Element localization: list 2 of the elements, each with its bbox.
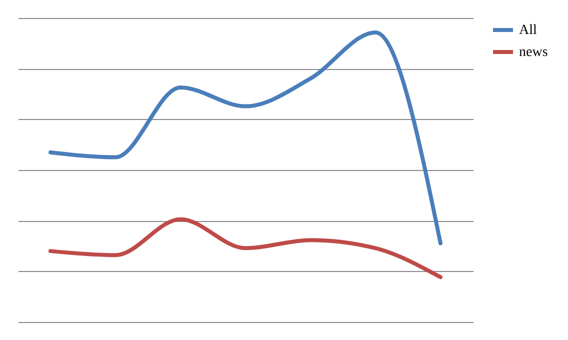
legend-label: news <box>519 45 548 60</box>
legend-label: All <box>519 23 537 38</box>
